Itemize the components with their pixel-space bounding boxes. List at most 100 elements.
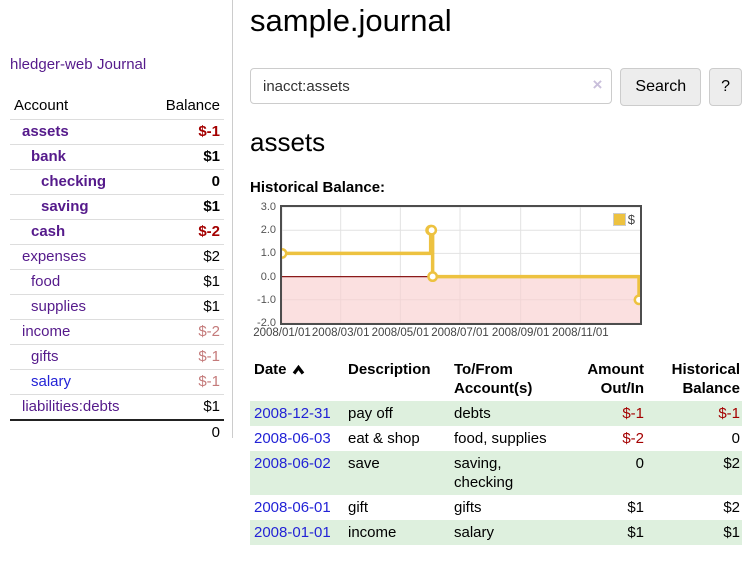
register-header-amount: Amount Out/In	[566, 357, 648, 401]
transaction-balance: 0	[648, 426, 742, 451]
account-link-assets[interactable]: assets	[22, 123, 69, 140]
account-link-saving[interactable]: saving	[41, 198, 89, 215]
x-tick-label: 2008/11/01	[552, 327, 609, 339]
account-balance: $-1	[147, 345, 224, 370]
chart-title: Historical Balance:	[250, 179, 742, 196]
transaction-row: 2008-01-01incomesalary$1$1	[250, 520, 742, 545]
account-balance: $1	[147, 145, 224, 170]
accounts-total-value: 0	[147, 420, 224, 445]
legend-label: $	[628, 212, 635, 227]
register-table-body: 2008-12-31pay offdebts$-1$-12008-06-03ea…	[250, 401, 742, 545]
accounts-table: Account Balance assets $-1 bank $1 checking 0…	[10, 94, 224, 445]
chart-canvas	[282, 207, 640, 323]
transaction-amount: 0	[566, 451, 648, 495]
account-link-supplies[interactable]: supplies	[31, 298, 86, 315]
transaction-row: 2008-06-03 eat & shopfood, supplies$-20	[250, 426, 742, 451]
chart-legend: $	[613, 212, 635, 227]
register-header-row: Date Description To/From Account(s) Amou…	[250, 357, 742, 401]
account-link-salary[interactable]: salary	[31, 373, 71, 390]
app-title-link[interactable]: hledger-web	[10, 56, 93, 73]
transaction-date-link[interactable]: 2008-06-01	[254, 499, 331, 516]
transaction-description: save	[344, 451, 450, 495]
x-tick-label: 2008/05/01	[372, 327, 430, 339]
account-row: assets $-1	[10, 120, 224, 145]
account-balance: $-2	[147, 220, 224, 245]
account-balance: $-2	[147, 320, 224, 345]
account-link-liabilities-debts[interactable]: liabilities:debts	[22, 398, 120, 415]
account-row: income $-2	[10, 320, 224, 345]
transaction-balance: $-1	[648, 401, 742, 426]
search-button[interactable]: Search	[620, 68, 701, 106]
transaction-description: eat & shop	[344, 426, 450, 451]
account-link-food[interactable]: food	[31, 273, 60, 290]
chart-plot-area: $	[280, 205, 642, 325]
account-row: food$1	[10, 270, 224, 295]
clear-search-icon[interactable]: ×	[592, 75, 602, 95]
account-balance: $-1	[147, 370, 224, 395]
search-bar: × Search ?	[250, 68, 742, 106]
transaction-amount: $-1	[566, 401, 648, 426]
transaction-date-link[interactable]: 2008-01-01	[254, 524, 331, 541]
account-table-body: assets$-1bank$1checking0saving$1cash$-2e…	[10, 120, 224, 421]
transaction-description: gift	[344, 495, 450, 520]
accounts-table-header: Account Balance	[10, 94, 224, 120]
register-header-accounts: To/From Account(s)	[450, 357, 566, 401]
x-tick-label: 2008/09/01	[492, 327, 550, 339]
account-row: gifts $-1	[10, 345, 224, 370]
chart-y-axis-labels: 3.02.01.00.0-1.0-2.0	[250, 205, 278, 325]
x-tick-label: 2008/07/01	[431, 327, 489, 339]
y-tick-label: 2.0	[261, 223, 276, 237]
transaction-date-link[interactable]: 2008-12-31	[254, 405, 331, 422]
account-row: bank $1	[10, 145, 224, 170]
main-content: sample.journal × Search ? assets Histori…	[250, 0, 742, 545]
account-balance: $-1	[147, 120, 224, 145]
transaction-accounts: food, supplies	[450, 426, 566, 451]
transaction-row: 2008-06-01 giftgifts$1$2	[250, 495, 742, 520]
account-row: expenses $2	[10, 245, 224, 270]
account-row: liabilities:debts$1	[10, 395, 224, 421]
account-row: salary $-1	[10, 370, 224, 395]
help-button[interactable]: ?	[709, 68, 742, 106]
register-header-date[interactable]: Date	[250, 357, 344, 401]
y-tick-label: 3.0	[261, 200, 276, 214]
legend-swatch-icon	[613, 213, 626, 226]
account-link-bank[interactable]: bank	[31, 148, 66, 165]
search-input[interactable]	[250, 68, 612, 104]
register-table: Date Description To/From Account(s) Amou…	[250, 357, 742, 545]
account-balance: 0	[147, 170, 224, 195]
balance-column-header: Balance	[147, 94, 224, 120]
x-tick-label: 2008/01/01	[253, 327, 311, 339]
account-link-gifts[interactable]: gifts	[31, 348, 59, 365]
account-row: saving$1	[10, 195, 224, 220]
transaction-accounts: gifts	[450, 495, 566, 520]
account-balance: $2	[147, 245, 224, 270]
transaction-amount: $-2	[566, 426, 648, 451]
account-heading: assets	[250, 127, 742, 158]
accounts-total-row: 0	[10, 420, 224, 445]
account-link-expenses[interactable]: expenses	[22, 248, 86, 265]
transaction-date-link[interactable]: 2008-06-02	[254, 455, 331, 472]
transaction-balance: $2	[648, 495, 742, 520]
y-tick-label: -1.0	[257, 293, 276, 307]
transaction-accounts: saving, checking	[450, 451, 566, 495]
transaction-description: income	[344, 520, 450, 545]
transaction-row: 2008-06-02savesaving, checking0$2	[250, 451, 742, 495]
transaction-accounts: debts	[450, 401, 566, 426]
page-title: sample.journal	[250, 3, 742, 39]
account-link-income[interactable]: income	[22, 323, 70, 340]
sidebar-divider	[232, 0, 233, 438]
chart-x-axis-labels: 2008/01/012008/03/012008/05/012008/07/01…	[280, 325, 638, 342]
nav-journal-link[interactable]: Journal	[97, 56, 146, 73]
transaction-description: pay off	[344, 401, 450, 426]
account-link-checking[interactable]: checking	[41, 173, 106, 190]
transaction-date-link[interactable]: 2008-06-03	[254, 430, 331, 447]
transaction-amount: $1	[566, 495, 648, 520]
transaction-amount: $1	[566, 520, 648, 545]
account-row: checking 0	[10, 170, 224, 195]
register-header-balance: Historical Balance	[648, 357, 742, 401]
y-tick-label: 0.0	[261, 270, 276, 284]
transaction-row: 2008-12-31pay offdebts$-1$-1	[250, 401, 742, 426]
account-link-cash[interactable]: cash	[31, 223, 65, 240]
transaction-balance: $1	[648, 520, 742, 545]
account-column-header: Account	[10, 94, 147, 120]
